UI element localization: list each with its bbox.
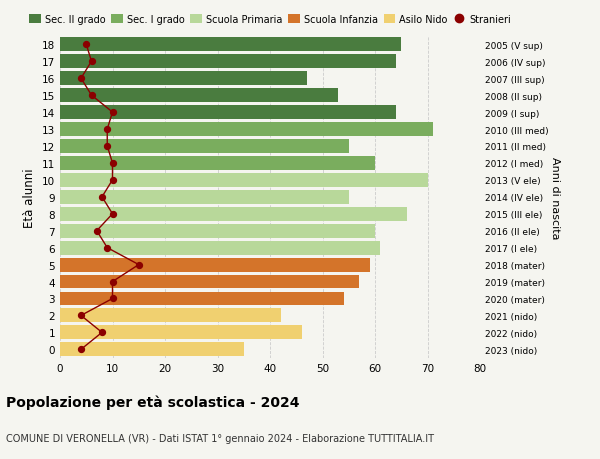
Point — [108, 109, 118, 117]
Point — [86, 92, 96, 100]
Point — [76, 312, 86, 319]
Bar — [60, 89, 338, 103]
Point — [97, 194, 107, 201]
Point — [76, 75, 86, 83]
Bar — [60, 309, 281, 323]
Bar — [60, 207, 407, 221]
Bar — [60, 292, 343, 306]
Point — [82, 41, 91, 49]
Bar — [60, 275, 359, 289]
Text: Popolazione per età scolastica - 2024: Popolazione per età scolastica - 2024 — [6, 395, 299, 409]
Point — [108, 278, 118, 285]
Point — [108, 177, 118, 184]
Bar — [60, 224, 375, 238]
Point — [97, 329, 107, 336]
Bar — [60, 140, 349, 154]
Bar — [60, 326, 302, 340]
Bar — [60, 55, 396, 69]
Bar — [60, 342, 244, 357]
Bar — [60, 241, 380, 255]
Point — [92, 228, 101, 235]
Y-axis label: Anni di nascita: Anni di nascita — [550, 156, 560, 239]
Bar — [60, 123, 433, 137]
Point — [103, 143, 112, 150]
Point — [108, 160, 118, 167]
Bar — [60, 190, 349, 204]
Point — [134, 261, 143, 269]
Point — [108, 295, 118, 302]
Point — [86, 58, 96, 66]
Point — [108, 211, 118, 218]
Text: COMUNE DI VERONELLA (VR) - Dati ISTAT 1° gennaio 2024 - Elaborazione TUTTITALIA.: COMUNE DI VERONELLA (VR) - Dati ISTAT 1°… — [6, 433, 434, 442]
Point — [103, 126, 112, 134]
Bar — [60, 106, 396, 120]
Bar — [60, 174, 427, 187]
Bar — [60, 157, 375, 170]
Bar — [60, 258, 370, 272]
Bar — [60, 72, 307, 86]
Y-axis label: Età alunni: Età alunni — [23, 168, 37, 227]
Bar — [60, 38, 401, 52]
Point — [76, 346, 86, 353]
Point — [103, 245, 112, 252]
Legend: Sec. II grado, Sec. I grado, Scuola Primaria, Scuola Infanzia, Asilo Nido, Stran: Sec. II grado, Sec. I grado, Scuola Prim… — [25, 11, 515, 28]
